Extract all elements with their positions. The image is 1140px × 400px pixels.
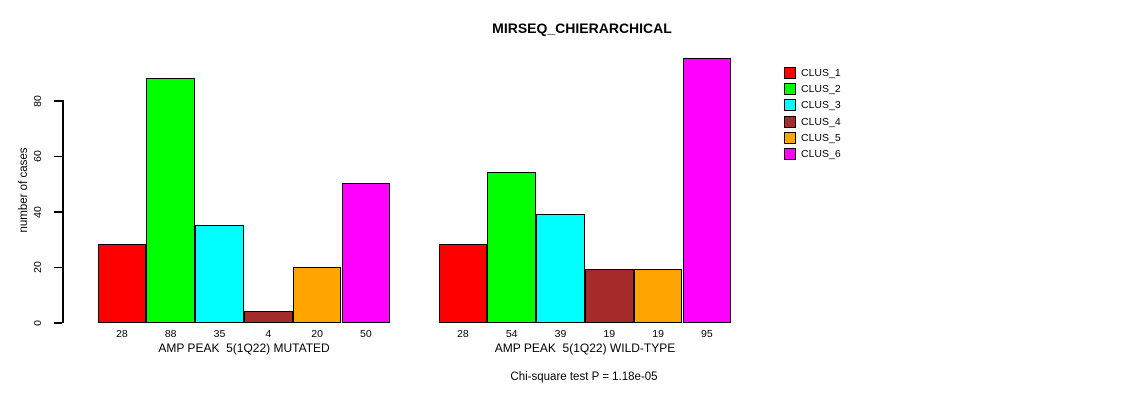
bar-clus_3-group1	[195, 224, 244, 323]
bar-clus_2-group1	[146, 77, 196, 323]
y-axis-tick	[54, 322, 62, 324]
bar-clus_3-group2	[536, 213, 585, 323]
bar-clus_4-group2	[584, 269, 634, 323]
y-axis-tick-label: 20	[32, 261, 44, 273]
y-axis-label: number of cases	[18, 147, 30, 233]
bar-value-label: 88	[164, 328, 177, 340]
bar-clus_2-group2	[487, 172, 537, 323]
y-axis-tick	[54, 266, 62, 268]
bar-value-label: 95	[701, 328, 713, 340]
bar-clus_5-group2	[633, 269, 683, 323]
legend-swatch-clus_2	[784, 83, 796, 96]
group-label-mutated: AMP PEAK 5(1Q22) MUTATED	[158, 341, 330, 355]
legend-label-clus_2: CLUS_2	[801, 83, 841, 96]
y-axis-tick	[54, 100, 62, 102]
legend-label-clus_4: CLUS_4	[801, 115, 841, 128]
legend-swatch-clus_1	[784, 67, 796, 79]
bar-value-label: 35	[213, 328, 226, 340]
legend-swatch-clus_3	[784, 99, 796, 112]
bar-value-label: 19	[603, 328, 616, 340]
bar-clus_1-group2	[438, 244, 488, 323]
chi-square-note: Chi-square test P = 1.18e-05	[510, 371, 658, 383]
bar-clus_4-group1	[243, 310, 293, 323]
bar-value-label: 4	[265, 328, 272, 340]
legend-label-clus_5: CLUS_5	[801, 131, 841, 144]
legend-label-clus_3: CLUS_3	[801, 99, 841, 112]
y-axis-line	[62, 100, 64, 323]
bar-value-label: 54	[505, 328, 518, 340]
bar-value-label: 28	[457, 328, 469, 340]
legend-label-clus_6: CLUS_6	[801, 148, 841, 160]
bar-clus_5-group1	[292, 266, 342, 323]
bar-value-label: 20	[311, 328, 323, 340]
bar-clus_1-group1	[97, 244, 147, 323]
y-axis-tick-label: 40	[32, 205, 44, 218]
legend-swatch-clus_6	[784, 148, 796, 160]
y-axis-tick-label: 80	[32, 94, 44, 107]
legend-swatch-clus_5	[784, 131, 796, 144]
legend-label-clus_1: CLUS_1	[801, 67, 841, 79]
bar-value-label: 50	[360, 328, 372, 340]
bar-clus_6-group2	[682, 58, 732, 323]
bar-clus_6-group1	[341, 183, 391, 323]
y-axis-tick-label: 0	[32, 319, 44, 326]
bar-value-label: 28	[116, 328, 128, 340]
legend-swatch-clus_4	[784, 115, 796, 128]
bar-value-label: 19	[652, 328, 664, 340]
y-axis-tick-label: 60	[32, 150, 44, 162]
y-axis-tick	[54, 155, 62, 157]
chart-title: MIRSEQ_CHIERARCHICAL	[492, 20, 672, 36]
y-axis-tick	[54, 211, 62, 213]
group-label-wild-type: AMP PEAK 5(1Q22) WILD-TYPE	[494, 341, 676, 355]
bar-value-label: 39	[554, 328, 567, 340]
